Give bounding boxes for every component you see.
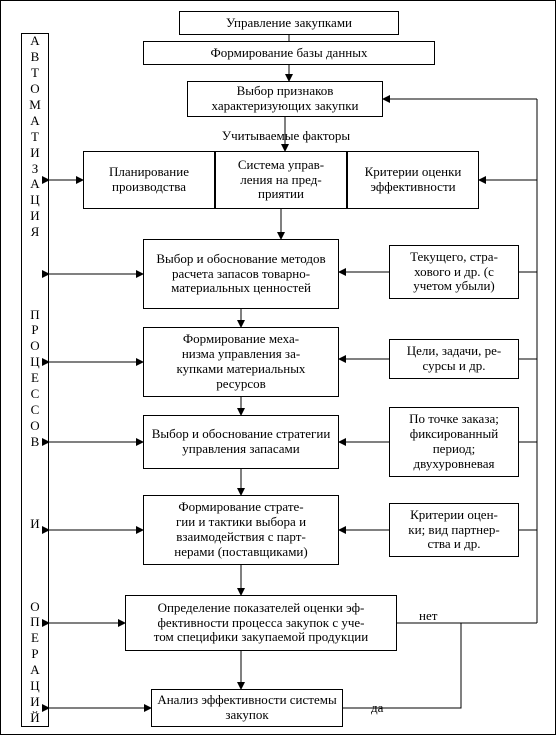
label-yes: да <box>371 701 383 716</box>
node-n7s: По точке заказа; фиксированный период; д… <box>389 407 519 477</box>
node-n3: Выбор признаков характеризующих закупки <box>187 81 383 117</box>
sidebar-line1: АВТОМАТИЗАЦИЯ <box>29 34 41 240</box>
sidebar-line3: И <box>30 517 39 532</box>
node-n1: Управление закупками <box>179 11 399 35</box>
node-n9: Определение показателей оценки эф- фекти… <box>125 595 397 651</box>
label-no: нет <box>419 609 437 624</box>
node-n6s: Цели, задачи, ре- сурсы и др. <box>389 339 519 379</box>
node-n4b: Система управ- ления на пред- приятии <box>215 151 347 209</box>
node-n4a: Планирование производства <box>83 151 215 209</box>
node-n5s: Текущего, стра- хового и др. (с учетом у… <box>389 245 519 299</box>
node-n4c: Критерии оценки эффективности <box>347 151 479 209</box>
node-n5: Выбор и обоснование методов расчета запа… <box>143 239 339 309</box>
sidebar-line2: ПРОЦЕССОВ <box>30 308 39 450</box>
node-n8s: Критерии оцен- ки; вид партнер- ства и д… <box>389 503 519 557</box>
node-n10: Анализ эффективности системы закупок <box>151 689 343 727</box>
node-n2: Формирование базы данных <box>143 41 435 65</box>
sidebar-line4: ОПЕРАЦИЙ <box>30 600 39 727</box>
node-n7: Выбор и обоснование стратегии управления… <box>143 415 339 469</box>
label-factors: Учитываемые факторы <box>201 129 371 144</box>
node-n6: Формирование меха- низма управления за- … <box>143 327 339 397</box>
node-n8: Формирование страте- гии и тактики выбор… <box>143 495 339 565</box>
sidebar-box: АВТОМАТИЗАЦИЯ ПРОЦЕССОВ И ОПЕРАЦИЙ <box>21 33 49 727</box>
